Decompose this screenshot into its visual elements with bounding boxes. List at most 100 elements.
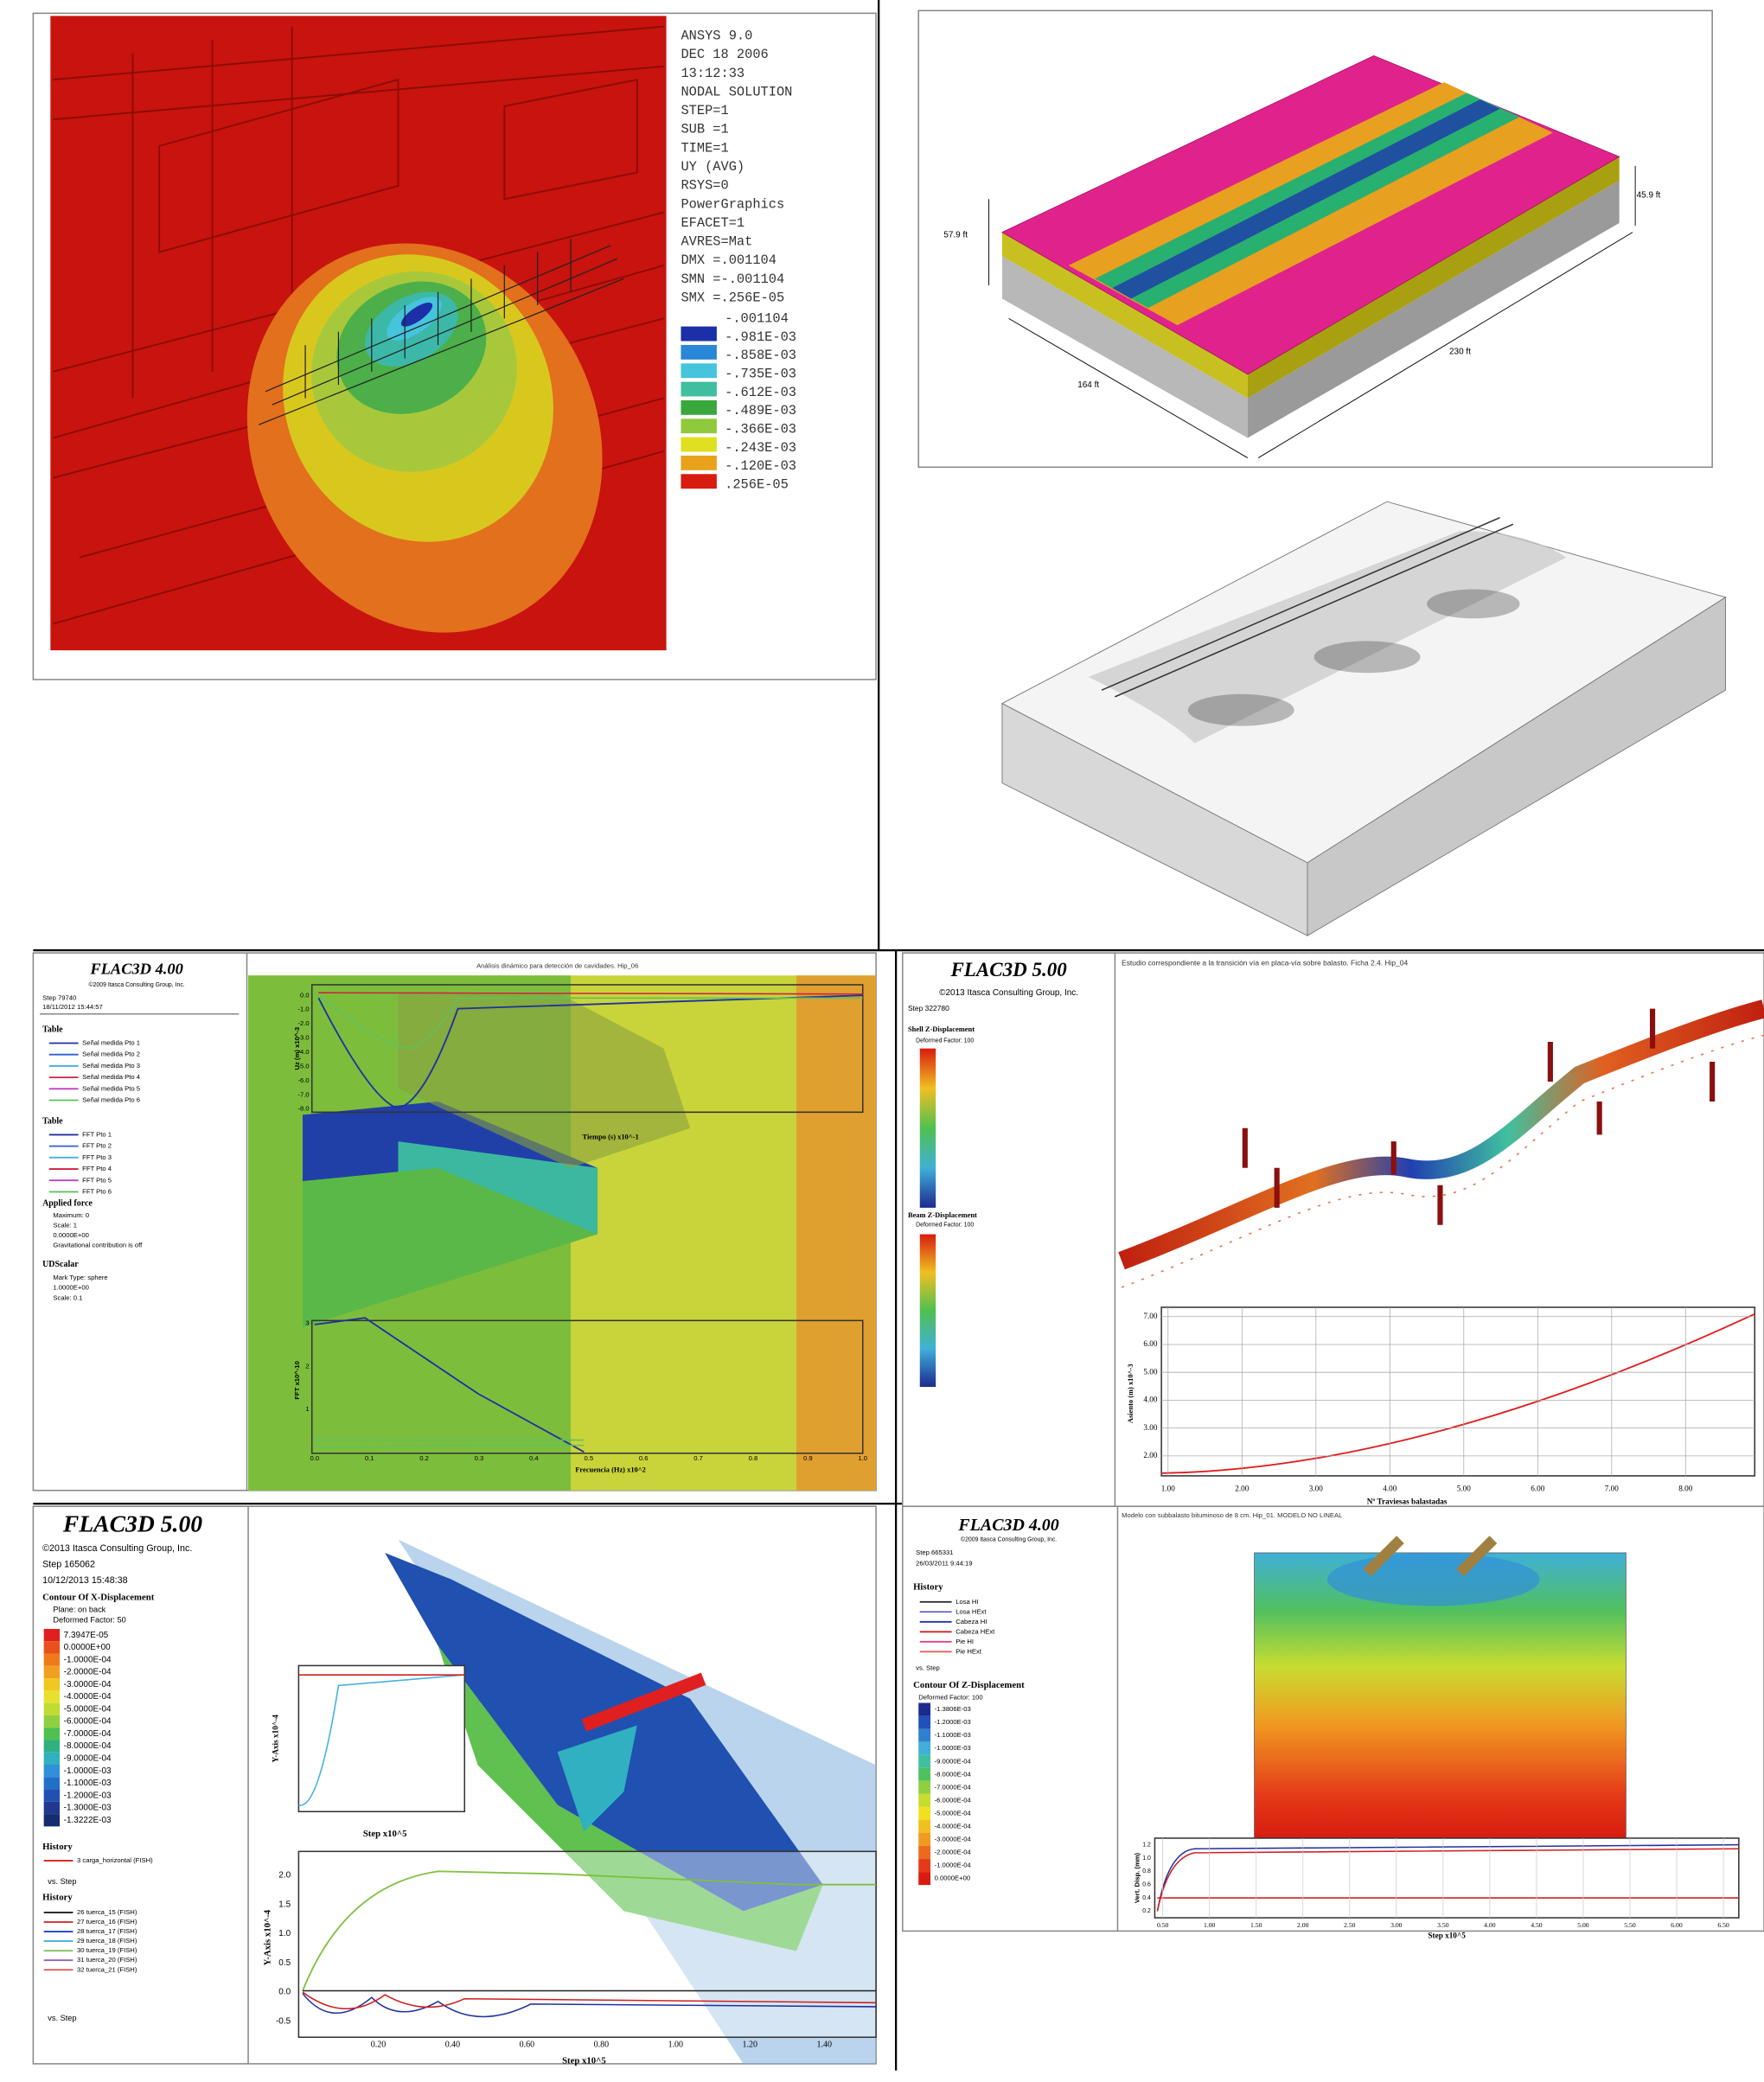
y-tick-label: 2.0	[278, 1871, 291, 1881]
axis-label: Step x10^5	[363, 1829, 407, 1839]
legend-swatch	[43, 1653, 61, 1666]
dimension-label: 164 ft	[1077, 380, 1099, 390]
legend-swatch	[918, 1741, 931, 1755]
legend-label: Losa HI	[956, 1598, 978, 1606]
legend-label: 26 tuerca_15 (FISH)	[77, 1908, 137, 1916]
section-heading: Contour Of Z-Displacement	[913, 1680, 1025, 1690]
legend-label: -9.0000E-04	[64, 1754, 112, 1764]
legend-label: FFT Pto 3	[82, 1153, 112, 1161]
x-tick-label: 6.50	[1717, 1921, 1729, 1929]
collage-content: ANSYS 9.0 DEC 18 2006 13:12:33 NODAL SOLUTI…	[32, 0, 1764, 2071]
legend-label: -8.0000E-04	[935, 1770, 972, 1778]
legend-swatch	[918, 1793, 931, 1807]
axis-label: Asiento (m) x10^-3	[1126, 1364, 1134, 1423]
axis-label: Uz (m) x10^-3	[293, 1027, 301, 1070]
legend-label: 32 tuerca_21 (FISH)	[77, 1965, 137, 1973]
app-title: FLAC3D 4.00	[957, 1516, 1058, 1535]
y-tick-label: 1	[305, 1405, 309, 1413]
legend-swatch	[681, 344, 717, 360]
axis-label: Vert. Disp. (mm)	[1134, 1852, 1141, 1903]
legend-swatch	[918, 1806, 931, 1820]
legend-label: 0.0000E+00	[935, 1874, 971, 1882]
legend-label: -1.3806E-03	[935, 1705, 971, 1713]
legend-label: -2.0000E-04	[64, 1668, 112, 1677]
x-tick-label: 0.8	[749, 1454, 758, 1462]
info-line: DEC 18 2006	[681, 47, 768, 62]
x-tick-label: 2.00	[1297, 1921, 1309, 1929]
legend-label: -.243E-03	[725, 440, 796, 456]
layer	[1247, 156, 1620, 399]
x-tick-label: 2.00	[1235, 1484, 1250, 1492]
legend-label: Losa HExt	[956, 1607, 987, 1615]
y-tick-label: 1.0	[1142, 1855, 1151, 1862]
label: Scale: 0.1	[53, 1293, 82, 1301]
section-heading: Table	[42, 1116, 63, 1126]
legend-label: -7.0000E-04	[64, 1729, 112, 1739]
y-tick-label: 1.0	[278, 1929, 291, 1938]
legend-swatch	[681, 474, 717, 489]
x-tick-label: 0.50	[1157, 1921, 1169, 1929]
legend-swatch	[681, 363, 717, 379]
x-tick-label: 8.00	[1678, 1484, 1693, 1492]
legend-label: -.981E-03	[725, 329, 796, 345]
legend-label: -5.0000E-04	[64, 1704, 112, 1714]
x-tick-label: 6.00	[1671, 1921, 1683, 1929]
legend-swatch	[43, 1752, 61, 1766]
legend-label: -6.0000E-04	[935, 1796, 972, 1804]
x-tick-label: 3.00	[1390, 1921, 1403, 1929]
legend-label: Señal medida Pto 4	[82, 1073, 141, 1081]
y-tick-label: 0.8	[1142, 1868, 1151, 1874]
legend-label: 27 tuerca_16 (FISH)	[77, 1918, 137, 1926]
legend-swatch	[43, 1641, 61, 1654]
x-tick-label: 1.00	[1161, 1484, 1176, 1492]
legend-swatch	[681, 455, 717, 470]
x-tick-label: 5.00	[1457, 1484, 1472, 1492]
layer	[1001, 256, 1248, 438]
x-tick-label: 1.0	[858, 1454, 867, 1462]
y-tick-label: 5.00	[1143, 1367, 1158, 1376]
legend-label: 3 carga_horizontal (FISH)	[77, 1856, 153, 1864]
y-tick-label: -0.5	[276, 2016, 291, 2026]
x-tick-label: 1.40	[817, 2040, 832, 2050]
legend-swatch	[918, 1728, 931, 1742]
legend-label: -1.0000E-03	[64, 1766, 112, 1776]
ansys-panel	[32, 12, 877, 680]
legend-label: .256E-05	[725, 476, 789, 492]
y-tick-label: 6.00	[1143, 1339, 1158, 1348]
legend-swatch	[681, 418, 717, 434]
info-line: UY (AVG)	[681, 159, 745, 175]
x-tick-label: 7.00	[1605, 1484, 1620, 1492]
x-tick-label: 0.5	[584, 1454, 593, 1462]
axis-label: FFT x10^-10	[293, 1361, 301, 1399]
legend-label: -5.0000E-04	[935, 1809, 972, 1817]
label: 1.0000E+00	[53, 1284, 89, 1292]
legend-label: Pie HExt	[956, 1647, 982, 1655]
legend-swatch	[918, 1872, 931, 1886]
legend-label: 29 tuerca_18 (FISH)	[77, 1937, 137, 1945]
legend-swatch	[681, 399, 717, 415]
legend-label: 7.3947E-05	[64, 1631, 109, 1640]
info-line: NODAL SOLUTION	[681, 84, 792, 99]
section-heading: History	[42, 1842, 73, 1852]
legend-label: -.858E-03	[725, 348, 796, 363]
legend-swatch	[43, 1665, 61, 1679]
legend-label: FFT Pto 2	[82, 1142, 112, 1150]
label: ©2009 Itasca Consulting Group, Inc.	[961, 1536, 1057, 1542]
y-tick-label: 1.2	[1142, 1842, 1151, 1848]
y-tick-label: -2.0	[297, 1019, 309, 1027]
legend-label: FFT Pto 4	[82, 1165, 112, 1172]
label: ©2013 Itasca Consulting Group, Inc.	[939, 988, 1078, 998]
legend-swatch	[918, 1832, 931, 1847]
axis-label: Tiempo (s) x10^-1	[582, 1132, 638, 1140]
label: Scale: 1	[53, 1222, 77, 1229]
section-heading: Table	[42, 1025, 63, 1034]
legend-label: -.366E-03	[725, 421, 796, 437]
legend-label: -.489E-03	[725, 403, 796, 418]
x-tick-label: 0.1	[365, 1454, 374, 1462]
legend-label: -4.0000E-04	[935, 1822, 972, 1830]
x-tick-label: 6.00	[1531, 1484, 1545, 1492]
legend-label: -.001104	[725, 310, 789, 326]
y-tick-label: -4.0	[297, 1048, 309, 1056]
mesh-panel	[917, 10, 1713, 469]
